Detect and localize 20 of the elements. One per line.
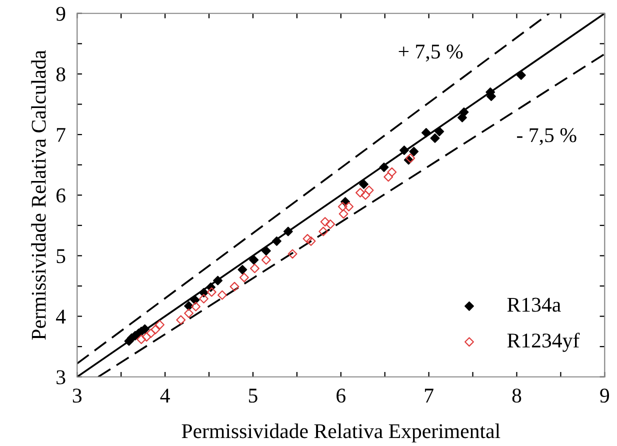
y-tick-label: 4: [56, 310, 66, 324]
x-tick-label: 5: [248, 388, 258, 403]
y-tick-label: 8: [56, 67, 66, 82]
x-tick-label: 3: [72, 388, 82, 403]
y-tick-label: 9: [56, 6, 66, 21]
y-tick-label: 3: [56, 370, 66, 384]
y-tick-label: 6: [56, 188, 66, 203]
x-tick-label: 6: [336, 388, 346, 403]
y-tick-label: 5: [56, 249, 66, 264]
annotation: - 7,5 %: [517, 128, 576, 146]
y-tick-label: 7: [56, 128, 66, 142]
x-axis-title: Permissividade Relativa Experimental: [182, 424, 500, 442]
legend-label: R134a: [507, 298, 561, 312]
y-axis-title: Permissividade Relativa Calculada: [31, 50, 46, 340]
x-tick-label: 9: [600, 388, 610, 403]
x-tick-label: 7: [424, 388, 434, 402]
x-tick-label: 4: [160, 388, 170, 402]
annotation: + 7,5 %: [398, 44, 463, 62]
legend-label: R1234yf: [507, 332, 580, 352]
x-tick-label: 8: [512, 388, 522, 403]
